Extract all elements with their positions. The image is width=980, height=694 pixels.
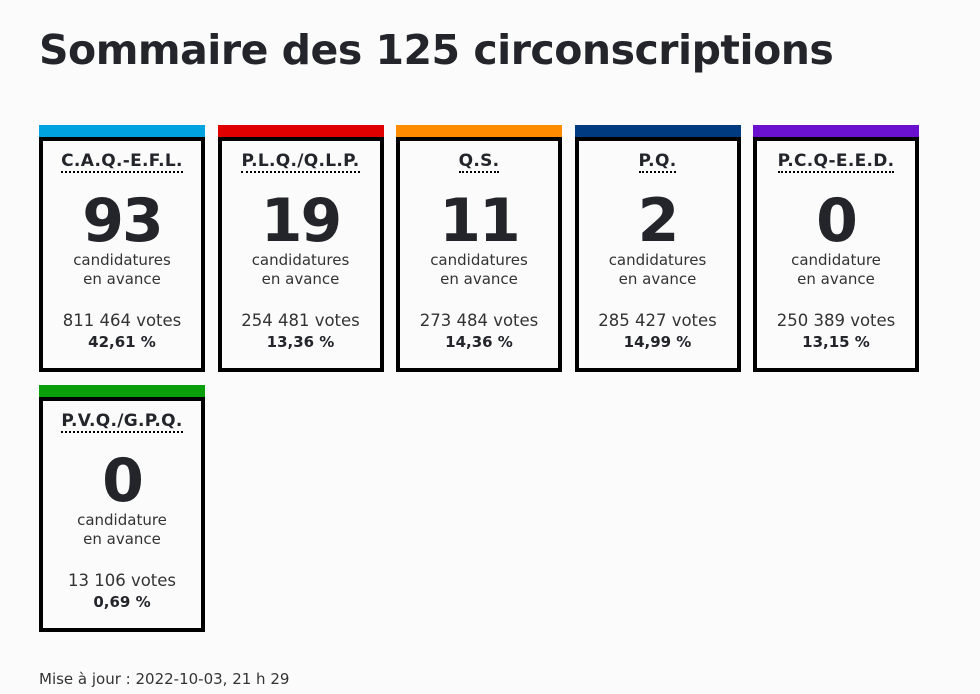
party-color-bar: [396, 125, 562, 137]
party-name[interactable]: P.C.Q-E.E.D.: [777, 151, 895, 173]
seats-leading: 0: [102, 446, 144, 516]
party-card-body: P.L.Q./Q.L.P. 19 candidatures en avance …: [217, 137, 384, 372]
seats-label-2: en avance: [618, 270, 697, 288]
party-card: P.Q. 2 candidatures en avance 285 427 vo…: [574, 125, 741, 372]
seats-leading: 93: [82, 186, 164, 256]
vote-percent: 13,15 %: [802, 333, 870, 351]
seats-label: candidatures: [251, 251, 350, 269]
seats-leading: 2: [637, 186, 680, 256]
party-color-bar: [574, 125, 741, 137]
vote-count: 250 389 votes: [776, 311, 896, 330]
vote-percent: 13,36 %: [266, 333, 335, 351]
seats-label: candidatures: [73, 251, 171, 269]
party-name[interactable]: C.A.Q.-E.F.L.: [61, 151, 183, 173]
party-card-body: P.Q. 2 candidatures en avance 285 427 vo…: [574, 137, 741, 372]
party-color-bar: [753, 125, 919, 137]
seats-label: candidature: [791, 251, 881, 269]
seats-leading: 19: [260, 186, 343, 256]
party-card: Q.S. 11 candidatures en avance 273 484 v…: [396, 125, 562, 372]
party-card: C.A.Q.-E.F.L. 93 candidatures en avance …: [39, 125, 205, 372]
party-card-body: P.C.Q-E.E.D. 0 candidature en avance 250…: [753, 137, 919, 372]
party-color-bar: [217, 125, 384, 137]
party-color-bar: [39, 125, 205, 137]
last-updated: Mise à jour : 2022-10-03, 21 h 29: [39, 670, 290, 688]
vote-percent: 0,69 %: [93, 593, 151, 611]
vote-count: 285 427 votes: [598, 311, 717, 330]
party-cards: C.A.Q.-E.F.L. 93 candidatures en avance …: [39, 125, 939, 632]
party-name[interactable]: P.L.Q./Q.L.P.: [241, 151, 360, 173]
vote-count: 273 484 votes: [419, 311, 539, 330]
seats-label-2: en avance: [797, 270, 875, 288]
party-name[interactable]: P.Q.: [638, 151, 677, 173]
seats-label-2: en avance: [261, 270, 340, 288]
party-card-body: P.V.Q./G.P.Q. 0 candidature en avance 13…: [39, 397, 205, 632]
seats-label-2: en avance: [83, 270, 161, 288]
seats-leading: 11: [439, 186, 521, 256]
vote-percent: 14,99 %: [623, 333, 692, 351]
seats-label: candidatures: [608, 251, 707, 269]
party-name[interactable]: P.V.Q./G.P.Q.: [61, 411, 183, 433]
party-name[interactable]: Q.S.: [458, 151, 500, 173]
seats-label: candidatures: [430, 251, 528, 269]
party-card: P.C.Q-E.E.D. 0 candidature en avance 250…: [753, 125, 919, 372]
seats-label-2: en avance: [440, 270, 518, 288]
party-card: P.V.Q./G.P.Q. 0 candidature en avance 13…: [39, 385, 205, 632]
vote-count: 13 106 votes: [67, 571, 177, 590]
vote-count: 811 464 votes: [62, 311, 182, 330]
party-card: P.L.Q./Q.L.P. 19 candidatures en avance …: [217, 125, 384, 372]
seats-label: candidature: [77, 511, 167, 529]
party-color-bar: [39, 385, 205, 397]
vote-count: 254 481 votes: [241, 311, 360, 330]
party-card-body: Q.S. 11 candidatures en avance 273 484 v…: [396, 137, 562, 372]
seats-leading: 0: [816, 186, 858, 256]
page-title: Sommaire des 125 circonscriptions: [39, 26, 834, 74]
seats-label-2: en avance: [83, 530, 161, 548]
party-card-body: C.A.Q.-E.F.L. 93 candidatures en avance …: [39, 137, 205, 372]
vote-percent: 14,36 %: [445, 333, 513, 351]
vote-percent: 42,61 %: [88, 333, 156, 351]
